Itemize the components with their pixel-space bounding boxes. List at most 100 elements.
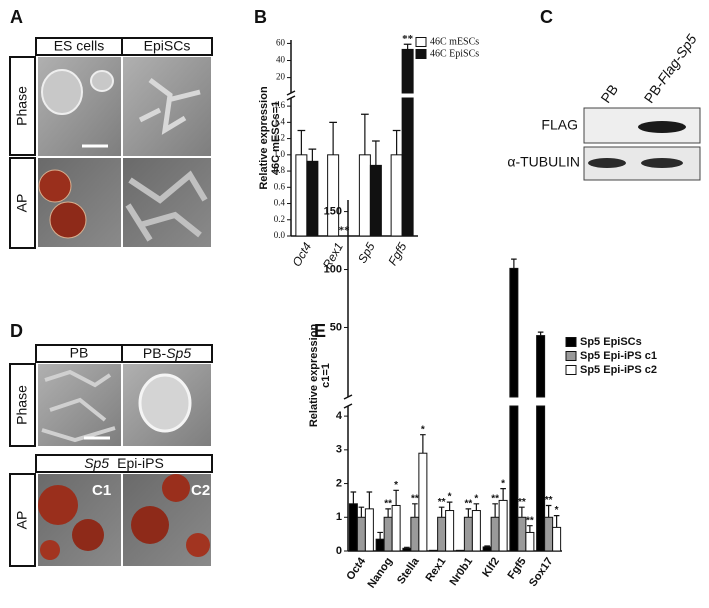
y-tick-label: 3 (336, 444, 342, 456)
ap-colony (38, 485, 78, 525)
y-tick-label: 100 (324, 263, 342, 275)
axis-break (286, 90, 296, 96)
bar (402, 547, 412, 552)
legend-label: Sp5 Epi-iPS c2 (580, 364, 657, 376)
cells (125, 170, 208, 242)
legend-label: 46C mESCs (430, 36, 479, 47)
label-part: Epi-iPS (117, 455, 164, 471)
error-bar (403, 43, 412, 50)
error-bar (392, 129, 401, 155)
error-bar (484, 545, 490, 547)
panel-letter: E (314, 321, 326, 341)
axis-break (343, 403, 353, 409)
bar (552, 526, 562, 552)
y-tick-label: 0.4 (274, 198, 286, 208)
column-label: PB (70, 345, 89, 361)
bar (517, 516, 527, 552)
y-tick-label: 0.0 (274, 230, 286, 240)
header-box (35, 454, 213, 473)
panel-d: PB PB-Sp5 Phase Sp5 Epi-iPS AP C1 C2 (9, 344, 213, 567)
significance: ** (402, 33, 414, 45)
ap-colony (38, 169, 72, 203)
error-bar (412, 503, 418, 518)
chart-b: 0.0 0.2 0.4 0.6 0.8 1.0 1.2 1.4 1.6 20 40 60 Relativ… (258, 33, 479, 272)
significance: * (421, 424, 425, 435)
bar (369, 164, 382, 237)
bar (455, 549, 465, 552)
significance: ** (339, 225, 351, 237)
x-tick-label: Fgf5 (506, 556, 529, 582)
y-tick-label: 1.4 (274, 116, 286, 126)
bar (306, 160, 319, 237)
error-bar (438, 506, 445, 518)
bar (375, 538, 385, 552)
error-bar (361, 113, 369, 155)
y-tick-label: 1.0 (274, 149, 286, 159)
colony (138, 373, 192, 433)
legend-label: 46C EpiSCs (430, 48, 479, 59)
significance: ** (491, 493, 499, 504)
bar (525, 531, 535, 552)
ap-colony (131, 506, 169, 544)
bar (544, 516, 554, 552)
significance: * (501, 478, 505, 489)
bar (498, 499, 508, 552)
bar (327, 154, 340, 237)
y-axis-label: Relative expression (308, 324, 320, 428)
bar (429, 549, 439, 552)
band-label: α-TUBULIN (507, 154, 580, 170)
row-label: Phase (14, 385, 30, 425)
error-bar (393, 489, 399, 506)
row-label: AP (14, 511, 30, 530)
x-tick-label: Oct4 (289, 240, 314, 269)
y-tick-label: 1 (336, 511, 342, 523)
row-box (9, 157, 36, 249)
significance: ** (545, 495, 553, 506)
legend-swatch (565, 337, 577, 347)
row-box (9, 56, 36, 156)
ap-colony (72, 519, 104, 551)
column-label: EpiSCs (144, 38, 191, 54)
bar (536, 405, 546, 552)
ap-colony (162, 474, 190, 502)
row-label: AP (14, 194, 30, 213)
error-bar (545, 504, 552, 518)
error-bar (372, 140, 380, 166)
bar (536, 335, 546, 398)
error-bar (358, 506, 365, 518)
bar (445, 510, 455, 552)
row-label: Phase (14, 86, 30, 126)
header-box (35, 344, 213, 363)
ap-colony (186, 533, 210, 557)
error-bar (385, 508, 391, 518)
panel-c: PB PB-Flag-Sp5 FLAG α-TUBULIN (507, 31, 701, 181)
y-tick-label: 1.6 (274, 100, 286, 110)
x-tick-label: Sox17 (527, 556, 555, 589)
bar (509, 405, 519, 552)
significance: * (448, 492, 452, 503)
y-axis-label: c1=1 (320, 363, 332, 388)
clone-label: C1 (92, 482, 111, 499)
legend-label: Sp5 EpiSCs (580, 336, 642, 348)
error-bar (492, 503, 498, 518)
significance: ** (464, 498, 472, 509)
error-bar (446, 501, 453, 511)
y-tick-label: 1.2 (274, 133, 285, 143)
panel-letter: A (10, 7, 23, 27)
x-tick-label: Rex1 (424, 556, 449, 584)
cells (41, 369, 116, 443)
bar (401, 97, 414, 237)
error-bar (500, 488, 506, 501)
bar (390, 154, 403, 237)
y-tick-label: 150 (324, 205, 342, 217)
band (638, 121, 686, 133)
significance: ** (411, 493, 419, 504)
legend-swatch (415, 37, 427, 47)
significance: ** (518, 497, 526, 508)
error-bar (297, 129, 306, 155)
x-tick-label: Nr0b1 (447, 556, 475, 588)
legend-swatch (415, 49, 427, 59)
x-tick-label: Fgf5 (385, 240, 409, 268)
lane-label: PB (597, 81, 621, 105)
